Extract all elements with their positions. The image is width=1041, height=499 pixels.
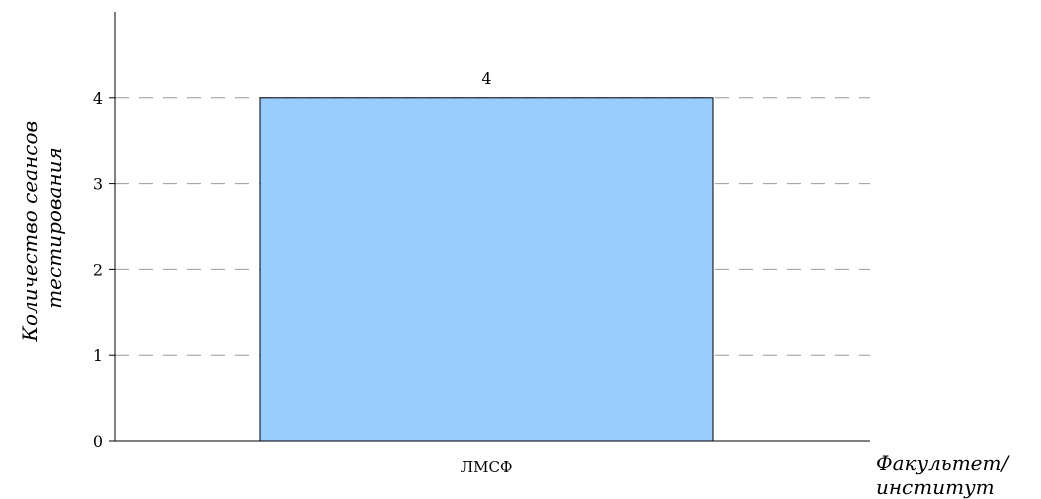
y-axis-title-line-1: Количество сеансов	[18, 121, 42, 343]
x-axis-title-line-1: Факультет/	[876, 451, 1010, 475]
x-tick-labels: ЛМСФ	[461, 458, 513, 476]
x-axis-title-line-2: институт	[876, 475, 995, 499]
y-tick-label: 3	[93, 175, 103, 194]
y-tick-label: 1	[93, 346, 103, 365]
bar	[259, 97, 714, 442]
y-axis-title: Количество сеансов тестирования	[18, 115, 66, 343]
y-tick-label: 0	[93, 432, 103, 451]
y-axis-title-line-2: тестирования	[42, 147, 66, 309]
bar-value-label: 4	[481, 69, 491, 88]
category-label: ЛМСФ	[461, 458, 513, 476]
bars	[259, 97, 714, 442]
y-tick-label: 4	[93, 89, 103, 108]
data-labels: 4	[481, 69, 491, 88]
y-tick-labels: 0 1 2 3 4	[93, 89, 115, 451]
y-tick-label: 2	[93, 260, 103, 279]
x-axis-title: Факультет/ институт	[876, 451, 1015, 499]
gridlines	[115, 97, 870, 356]
